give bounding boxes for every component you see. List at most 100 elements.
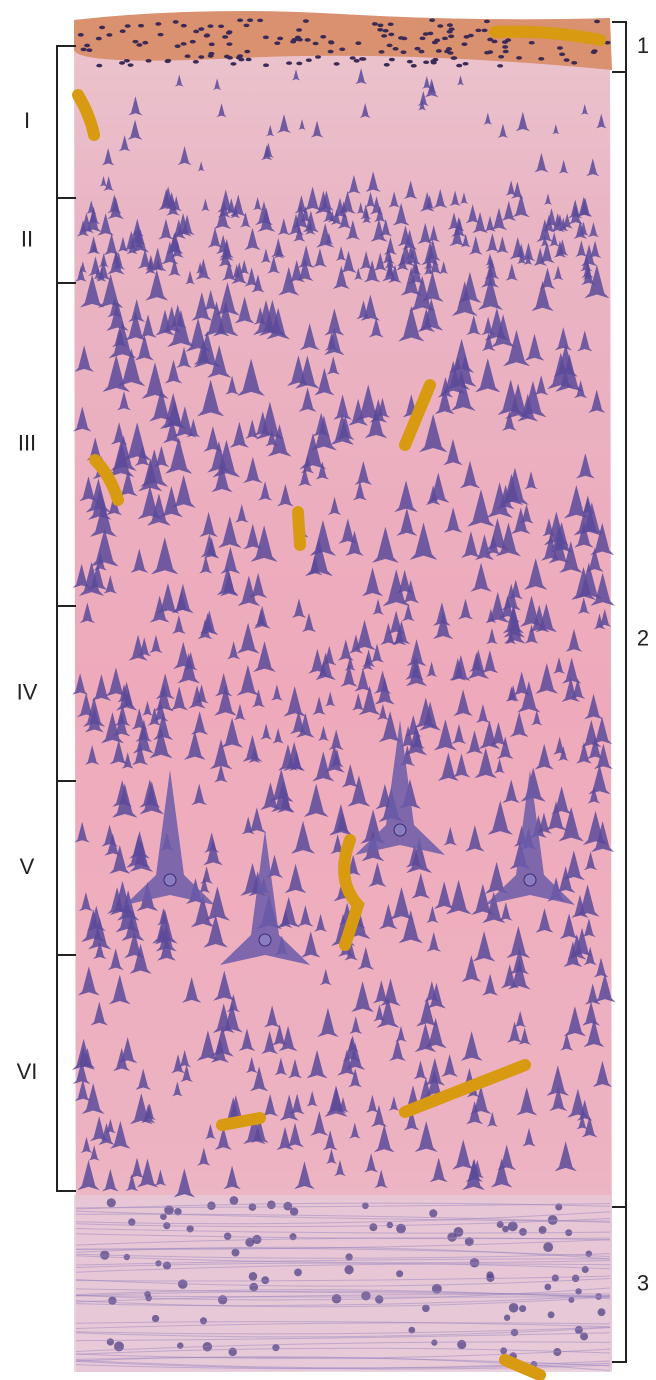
neuron: [116, 391, 132, 411]
neuron: [485, 233, 500, 252]
neuron: [209, 738, 233, 770]
pia-nucleus: [277, 36, 284, 41]
neuron: [272, 727, 284, 744]
neuron: [212, 301, 239, 337]
neuron: [573, 220, 588, 239]
pia-nucleus: [538, 57, 545, 61]
neuron: [99, 175, 108, 187]
pia-nucleus: [315, 55, 322, 59]
neuron: [216, 103, 227, 118]
neuron: [371, 526, 399, 563]
neuron: [317, 1007, 339, 1038]
neuron: [195, 258, 212, 280]
glial-nucleus: [362, 1202, 369, 1210]
glial-nucleus: [106, 1338, 115, 1346]
neuron: [460, 233, 471, 248]
neuron: [136, 1158, 159, 1188]
pia-nucleus: [302, 19, 309, 23]
neuron: [117, 1036, 138, 1064]
neuron: [153, 445, 170, 468]
neuron: [190, 711, 209, 735]
zone-label: 3: [637, 1270, 649, 1295]
neuron: [565, 628, 583, 652]
glial-nucleus: [502, 1225, 509, 1233]
neuron: [299, 323, 320, 351]
neuron: [552, 265, 564, 281]
pia-nucleus: [80, 47, 87, 52]
neuron: [508, 579, 524, 600]
neuron: [543, 193, 553, 205]
neuron: [286, 1122, 305, 1148]
neuron: [474, 747, 498, 779]
neuron: [78, 966, 100, 996]
neuron: [72, 406, 92, 432]
pia-nucleus: [328, 40, 335, 45]
neuron: [452, 753, 471, 778]
neuron: [310, 1111, 329, 1136]
neuron: [314, 367, 335, 396]
glial-nucleus: [543, 1242, 554, 1253]
neuron: [229, 421, 250, 448]
neuron: [233, 703, 247, 721]
pia-nucleus: [304, 38, 311, 42]
neuron: [219, 571, 239, 597]
nucleus: [258, 933, 272, 947]
neuron: [111, 326, 128, 348]
glial-nucleus: [507, 1221, 518, 1232]
neuron: [98, 1122, 115, 1145]
pia-nucleus: [208, 42, 215, 47]
neuron: [182, 976, 202, 1003]
neuron: [289, 750, 305, 771]
neuron: [531, 709, 543, 726]
neuron: [583, 946, 598, 966]
neuron: [84, 208, 102, 233]
neuron: [213, 970, 236, 1001]
fiber: [75, 1247, 611, 1257]
neuron: [204, 886, 231, 921]
neuron: [414, 697, 438, 729]
neuron: [423, 260, 434, 275]
neuron: [353, 619, 376, 651]
neuron: [413, 1060, 428, 1080]
fiber: [75, 1327, 611, 1338]
neuron: [237, 575, 261, 607]
neuron: [79, 274, 105, 308]
neuron: [199, 511, 218, 537]
glial-nucleus: [344, 1265, 354, 1275]
neuron: [576, 196, 592, 217]
neuron: [103, 575, 118, 594]
neuron: [243, 1113, 266, 1145]
neuron: [552, 123, 560, 135]
neuron: [155, 673, 175, 700]
glial-nucleus: [422, 1304, 430, 1313]
neuron: [481, 263, 499, 288]
neuron: [283, 685, 307, 717]
neuron: [124, 311, 147, 341]
neuron: [417, 308, 436, 333]
neuron: [107, 250, 125, 275]
pia-nucleus: [95, 36, 102, 41]
neuron: [345, 1042, 366, 1070]
neuron: [153, 683, 174, 712]
neuron: [373, 1004, 386, 1022]
neuron: [257, 481, 273, 501]
neuron: [252, 197, 263, 211]
pia-nucleus: [193, 29, 200, 34]
glial-nucleus: [261, 1276, 270, 1285]
neuron: [324, 232, 334, 245]
neuron: [170, 196, 182, 212]
neuron: [72, 1060, 91, 1085]
neuron: [78, 561, 105, 596]
neuron: [312, 248, 327, 268]
pia-nucleus: [198, 55, 205, 59]
neuron: [77, 1160, 100, 1191]
neuron: [324, 1085, 348, 1117]
glial-nucleus: [289, 1207, 299, 1216]
neuron: [146, 493, 171, 526]
blood-vessel: [499, 1354, 546, 1380]
neuron: [340, 663, 358, 687]
neuron: [519, 380, 547, 418]
neuron: [298, 387, 317, 412]
neuron: [517, 681, 541, 713]
neuron: [255, 201, 273, 226]
